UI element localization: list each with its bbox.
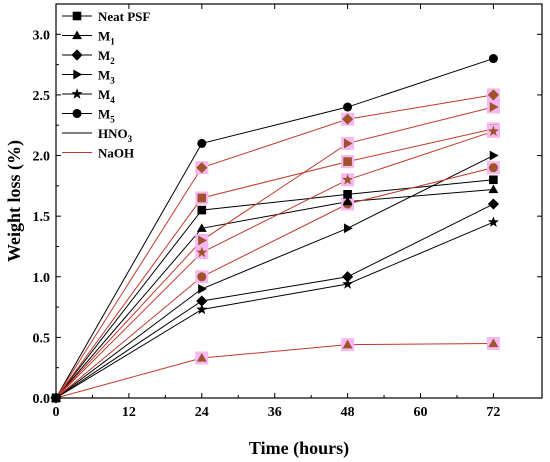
series-line-m2-naoh <box>55 94 494 399</box>
legend-label-main: Neat PSF <box>98 9 150 24</box>
legend-label: M4 <box>98 87 115 105</box>
hno3-data-point <box>342 196 353 206</box>
series-line-m4-hno3 <box>55 221 494 399</box>
legend-label-subscript: 3 <box>110 76 115 86</box>
series-line-neat-psf-naoh <box>55 128 494 399</box>
legend-label: M1 <box>98 29 115 47</box>
series-line-m3-naoh <box>55 106 494 399</box>
series-line-neat-psf-hno3 <box>55 179 494 399</box>
legend-label: M5 <box>98 107 115 125</box>
series-layer <box>50 54 500 404</box>
legend-label-main: M <box>98 29 110 44</box>
y-tick-label: 2.5 <box>33 89 51 104</box>
hno3-data-point <box>198 283 207 294</box>
hno3-data-point <box>196 295 208 307</box>
hno3-data-point <box>342 278 354 289</box>
hno3-data-point <box>196 223 207 232</box>
x-tick-label: 60 <box>414 405 428 420</box>
x-tick-label: 0 <box>53 405 60 420</box>
hno3-data-point <box>487 216 499 227</box>
hno3-data-point <box>489 150 499 161</box>
y-tick-label: 1.0 <box>33 271 51 286</box>
series-line-m1-hno3 <box>55 188 494 399</box>
naoh-data-point <box>343 157 352 166</box>
legend-label-subscript: 4 <box>110 95 115 105</box>
naoh-data-point <box>487 89 499 101</box>
legend-marker <box>72 108 82 119</box>
naoh-data-point <box>196 246 208 258</box>
legend-label-subscript: 3 <box>128 134 133 144</box>
series-line-m2-hno3 <box>55 203 494 399</box>
naoh-data-point <box>197 193 207 203</box>
legend-marker <box>71 49 83 61</box>
legend-label: HNO3 <box>98 126 133 144</box>
legend-label-main: HNO <box>98 126 128 141</box>
x-tick-label: 24 <box>195 405 209 420</box>
x-tick-label: 36 <box>268 405 282 420</box>
naoh-data-point <box>198 235 207 246</box>
y-axis-title: Weight loss (%) <box>4 140 25 262</box>
naoh-data-point <box>342 113 354 125</box>
series-line-m1-naoh <box>55 342 494 399</box>
hno3-data-point <box>488 184 499 194</box>
series-line-m4-naoh <box>55 130 494 399</box>
legend-label-main: M <box>98 107 110 122</box>
naoh-data-point <box>197 272 207 282</box>
legend-label-subscript: 5 <box>110 115 115 125</box>
naoh-data-point <box>342 173 354 185</box>
x-tick-label: 12 <box>122 405 136 420</box>
hno3-data-point <box>343 102 353 112</box>
naoh-data-point <box>196 353 207 362</box>
naoh-data-point <box>343 138 353 149</box>
hno3-data-point <box>489 175 498 185</box>
naoh-data-point <box>488 338 499 348</box>
legend-label-main: M <box>98 68 110 83</box>
ticks-layer: 0 12 24 36 48 60 720.00.51.01.52.02.53.0 <box>33 4 542 420</box>
naoh-data-point <box>196 162 208 174</box>
hno3-data-point <box>487 198 499 210</box>
hno3-data-point <box>197 138 207 148</box>
legend-label: Neat PSF <box>98 9 150 24</box>
x-tick-label: 72 <box>486 405 500 420</box>
hno3-data-point <box>488 54 498 64</box>
y-tick-label: 0.0 <box>33 392 51 407</box>
naoh-data-point <box>487 125 499 136</box>
hno3-data-point <box>196 303 208 315</box>
x-axis-title: Time (hours) <box>249 438 349 459</box>
legend-label-main: M <box>98 87 110 102</box>
hno3-data-point <box>342 271 354 283</box>
y-tick-label: 3.0 <box>33 28 51 43</box>
y-tick-label: 1.5 <box>33 210 51 225</box>
legend-label-main: M <box>98 48 110 63</box>
series-line-m5-hno3 <box>55 58 494 399</box>
x-tick-label: 48 <box>341 405 355 420</box>
legend-label: M3 <box>98 68 115 86</box>
hno3-data-point <box>197 205 207 215</box>
hno3-data-point <box>343 223 353 234</box>
naoh-data-point <box>488 163 498 173</box>
y-tick-label: 2.0 <box>33 150 51 165</box>
legend-label-subscript: 2 <box>110 56 115 66</box>
legend-marker <box>71 88 83 99</box>
series-line-m5-naoh <box>55 167 494 399</box>
legend-label-main: NaOH <box>98 146 134 161</box>
plot-frame <box>55 3 543 399</box>
legend-label: NaOH <box>98 146 134 161</box>
series-line-m3-hno3 <box>55 155 494 399</box>
legend-label-subscript: 1 <box>110 37 115 47</box>
naoh-data-point <box>342 339 353 349</box>
legend-label: M2 <box>98 48 115 66</box>
legend-marker <box>72 11 82 21</box>
legend-marker <box>72 30 82 40</box>
hno3-data-point <box>343 190 352 199</box>
y-tick-label: 0.5 <box>33 331 51 346</box>
legend-marker <box>73 69 83 80</box>
naoh-data-point <box>489 102 499 112</box>
